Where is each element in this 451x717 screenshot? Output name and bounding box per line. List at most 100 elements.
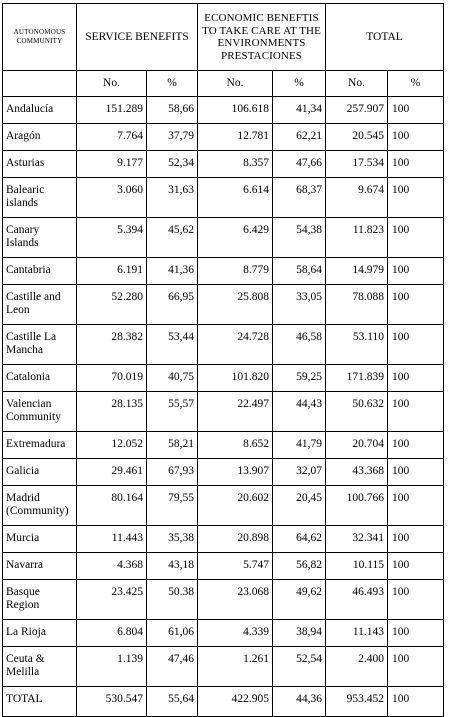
table-row: Castille and Leon 52.280 66,95 25.808 33,05 7… xyxy=(2,284,445,325)
service-pct-cell: 41,36 xyxy=(145,257,199,285)
service-no-cell: 28.135 xyxy=(76,391,147,432)
total-pct-cell: 100 xyxy=(387,284,445,325)
service-pct-cell: 58,21 xyxy=(145,431,199,459)
header-total-pct: % xyxy=(387,70,445,97)
total-pct-cell: 100 xyxy=(387,150,445,178)
table-row: Aragón 7.764 37,79 12.781 62,21 20.545 100 xyxy=(2,123,445,151)
service-pct-cell: 53,44 xyxy=(145,324,199,365)
community-name-cell: TOTAL xyxy=(2,686,77,717)
economic-no-cell: 22.497 xyxy=(197,391,274,432)
total-no-cell: 43.368 xyxy=(325,458,389,486)
community-name-cell: Galicia xyxy=(2,458,77,486)
service-no-cell: 7.764 xyxy=(76,123,147,151)
economic-no-cell: 6.429 xyxy=(197,217,274,258)
economic-pct-cell: 33,05 xyxy=(272,284,327,325)
community-name-cell: Cantabria xyxy=(2,257,77,285)
header-service-benefits: SERVICE BENEFITS xyxy=(75,3,199,71)
table-row: Extremadura 12.052 58,21 8.652 41,79 20.704 10… xyxy=(2,431,445,459)
total-pct-cell: 100 xyxy=(387,646,445,687)
economic-no-cell: 8.779 xyxy=(197,257,274,285)
header-economic-pct: % xyxy=(272,70,327,97)
total-no-cell: 32.341 xyxy=(325,525,389,553)
total-pct-cell: 100 xyxy=(387,686,445,717)
community-name-cell: Madrid (Community) xyxy=(2,485,77,526)
table-row: Galicia 29.461 67,93 13.907 32,07 43.368 100 xyxy=(2,458,445,486)
economic-no-cell: 13.907 xyxy=(197,458,274,486)
table-row: La Rioja 6.804 61,06 4.339 38,94 11.143 100 xyxy=(2,619,445,647)
header-blank xyxy=(2,70,77,97)
economic-pct-cell: 46,58 xyxy=(272,324,327,365)
table-row: Catalonia 70.019 40,75 101.820 59,25 171.839 1… xyxy=(2,364,445,392)
total-pct-cell: 100 xyxy=(387,177,445,218)
total-pct-cell: 100 xyxy=(387,458,445,486)
economic-pct-cell: 64,62 xyxy=(272,525,327,553)
service-pct-cell: 40,75 xyxy=(145,364,199,392)
community-name-cell: Andalucía xyxy=(2,96,77,124)
header-autonomous-community: AUTONOMOUS COMMUNITY xyxy=(2,3,77,71)
service-no-cell: 11.443 xyxy=(76,525,147,553)
total-no-cell: 20.545 xyxy=(325,123,389,151)
benefits-table: AUTONOMOUS COMMUNITY SERVICE BENEFITS EC… xyxy=(2,3,445,717)
economic-no-cell: 20.898 xyxy=(197,525,274,553)
community-name-cell: Valencian Community xyxy=(2,391,77,432)
table-body: Andalucía 151.289 58,66 106.618 41,34 257.907… xyxy=(2,96,445,717)
total-no-cell: 78.088 xyxy=(325,284,389,325)
economic-pct-cell: 54,38 xyxy=(272,217,327,258)
header-total: TOTAL xyxy=(325,3,445,71)
service-pct-cell: 43,18 xyxy=(145,552,199,580)
service-no-cell: 12.052 xyxy=(76,431,147,459)
community-name-cell: Aragón xyxy=(2,123,77,151)
table-row: Canary Islands 5.394 45,62 6.429 54,38 11.823… xyxy=(2,217,445,258)
community-name-cell: Extremadura xyxy=(2,431,77,459)
community-name-cell: Murcia xyxy=(2,525,77,553)
service-no-cell: 23.425 xyxy=(76,579,147,620)
economic-no-cell: 4.339 xyxy=(197,619,274,647)
service-pct-cell: 79,55 xyxy=(145,485,199,526)
community-name-cell: Ceuta & Melilla xyxy=(2,646,77,687)
header-service-no: No. xyxy=(76,70,147,97)
service-no-cell: 70.019 xyxy=(76,364,147,392)
total-pct-cell: 100 xyxy=(387,257,445,285)
service-pct-cell: 52,34 xyxy=(145,150,199,178)
table-row: Asturias 9.177 52,34 8.357 47,66 17.534 100 xyxy=(2,150,445,178)
economic-pct-cell: 32,07 xyxy=(272,458,327,486)
service-pct-cell: 45,62 xyxy=(145,217,199,258)
total-pct-cell: 100 xyxy=(387,431,445,459)
economic-pct-cell: 41,79 xyxy=(272,431,327,459)
economic-no-cell: 8.652 xyxy=(197,431,274,459)
table-row: Cantabria 6.191 41,36 8.779 58,64 14.979 100 xyxy=(2,257,445,285)
header-total-no: No. xyxy=(325,70,389,97)
economic-no-cell: 106.618 xyxy=(197,96,274,124)
header-economic-benefits: ECONOMIC BENEFTIS TO TAKE CARE AT THE EN… xyxy=(197,3,327,71)
economic-no-cell: 5.747 xyxy=(197,552,274,580)
economic-no-cell: 101.820 xyxy=(197,364,274,392)
table-row: Basque Region 23.425 50.38 23.068 49,62 46.49… xyxy=(2,579,445,620)
economic-pct-cell: 52,54 xyxy=(272,646,327,687)
table-row: Valencian Community 28.135 55,57 22.497 44,4… xyxy=(2,391,445,432)
service-no-cell: 29.461 xyxy=(76,458,147,486)
service-no-cell: 28.382 xyxy=(76,324,147,365)
total-no-cell: 14.979 xyxy=(325,257,389,285)
service-no-cell: 9.177 xyxy=(76,150,147,178)
total-pct-cell: 100 xyxy=(387,391,445,432)
table-row: Balearic islands 3.060 31,63 6.614 68,37 9.67… xyxy=(2,177,445,218)
economic-pct-cell: 47,66 xyxy=(272,150,327,178)
community-name-cell: Basque Region xyxy=(2,579,77,620)
service-pct-cell: 50.38 xyxy=(145,579,199,620)
service-no-cell: 80.164 xyxy=(76,485,147,526)
economic-pct-cell: 41,34 xyxy=(272,96,327,124)
table-row: Navarra 4.368 43,18 5.747 56,82 10.115 100 xyxy=(2,552,445,580)
service-pct-cell: 35,38 xyxy=(145,525,199,553)
total-no-cell: 46.493 xyxy=(325,579,389,620)
community-name-cell: Catalonia xyxy=(2,364,77,392)
community-name-cell: Balearic islands xyxy=(2,177,77,218)
total-no-cell: 11.823 xyxy=(325,217,389,258)
economic-no-cell: 25.808 xyxy=(197,284,274,325)
service-pct-cell: 58,66 xyxy=(145,96,199,124)
total-no-cell: 11.143 xyxy=(325,619,389,647)
table-row: Castille La Mancha 28.382 53,44 24.728 46,58… xyxy=(2,324,445,365)
total-no-cell: 10.115 xyxy=(325,552,389,580)
service-pct-cell: 61,06 xyxy=(145,619,199,647)
service-no-cell: 3.060 xyxy=(76,177,147,218)
total-no-cell: 53.110 xyxy=(325,324,389,365)
